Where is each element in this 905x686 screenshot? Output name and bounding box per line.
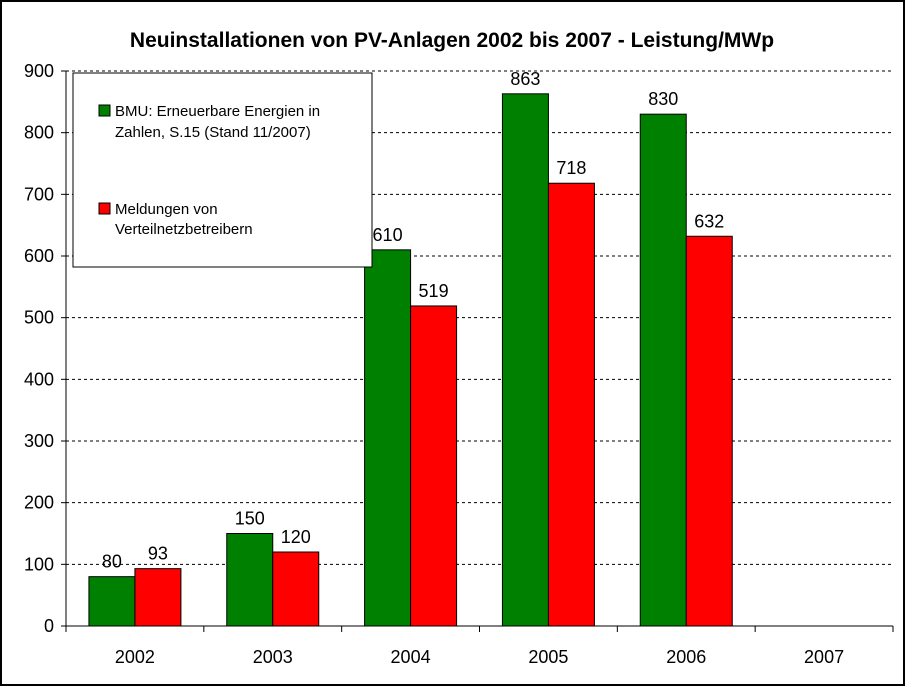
legend-swatch-bmu	[98, 104, 111, 117]
data-label-bmu-2005: 863	[510, 69, 540, 89]
bar-meldungen-2003	[272, 551, 320, 627]
bar-meldungen-2006	[685, 235, 733, 627]
bar-meldungen-2002	[134, 568, 182, 627]
legend-label-meldungen-line1: Meldungen von	[115, 201, 218, 218]
bar-bmu-2004	[364, 249, 412, 627]
bar-meldungen-2005	[547, 182, 595, 627]
legend-label-bmu-line2: Zahlen, S.15 (Stand 11/2007)	[115, 124, 311, 141]
legend-swatch-meldungen	[98, 202, 111, 215]
data-label-meldungen-2002: 93	[148, 544, 168, 564]
x-tick-label-2003: 2003	[253, 647, 293, 667]
x-tick-label-2007: 2007	[804, 647, 844, 667]
y-tick-label-600: 600	[24, 246, 54, 266]
y-tick-label-900: 900	[24, 61, 54, 81]
y-tick-label-800: 800	[24, 123, 54, 143]
legend-label-meldungen-line2: Verteilnetzbetreibern	[115, 221, 253, 238]
data-label-bmu-2003: 150	[235, 509, 265, 529]
y-tick-label-500: 500	[24, 308, 54, 328]
legend: BMU: Erneuerbare Energien in Zahlen, S.1…	[72, 72, 373, 268]
y-tick-label-200: 200	[24, 493, 54, 513]
y-tick-label-400: 400	[24, 369, 54, 389]
y-tick-label-100: 100	[24, 554, 54, 574]
data-label-meldungen-2004: 519	[419, 281, 449, 301]
bar-meldungen-2004	[410, 305, 458, 627]
data-label-meldungen-2005: 718	[556, 158, 586, 178]
x-tick-label-2005: 2005	[528, 647, 568, 667]
x-tick-label-2006: 2006	[666, 647, 706, 667]
data-label-bmu-2002: 80	[102, 552, 122, 572]
y-tick-label-700: 700	[24, 184, 54, 204]
y-tick-label-300: 300	[24, 431, 54, 451]
data-label-meldungen-2006: 632	[694, 211, 724, 231]
x-tick-label-2002: 2002	[115, 647, 155, 667]
bar-bmu-2005	[501, 93, 549, 627]
bars	[88, 93, 733, 627]
legend-box	[72, 72, 373, 268]
data-label-meldungen-2003: 120	[281, 527, 311, 547]
bar-bmu-2003	[226, 533, 274, 627]
y-tick-label-0: 0	[44, 616, 54, 636]
bar-bmu-2002	[88, 576, 136, 627]
data-label-bmu-2004: 610	[373, 225, 403, 245]
chart-title: Neuinstallationen von PV-Anlagen 2002 bi…	[130, 29, 774, 52]
legend-label-bmu-line1: BMU: Erneuerbare Energien in	[115, 103, 320, 120]
data-label-bmu-2006: 830	[648, 89, 678, 109]
data-labels: 80 150 610 863 830 93 120 519 718 632	[102, 69, 724, 572]
y-axis-ticks: 0 100 200 300 400 500 600 700 800 900	[24, 61, 66, 636]
bar-bmu-2006	[639, 113, 687, 627]
x-axis-ticks: 2002 2003 2004 2005 2006 2007	[65, 626, 894, 667]
x-tick-label-2004: 2004	[391, 647, 431, 667]
